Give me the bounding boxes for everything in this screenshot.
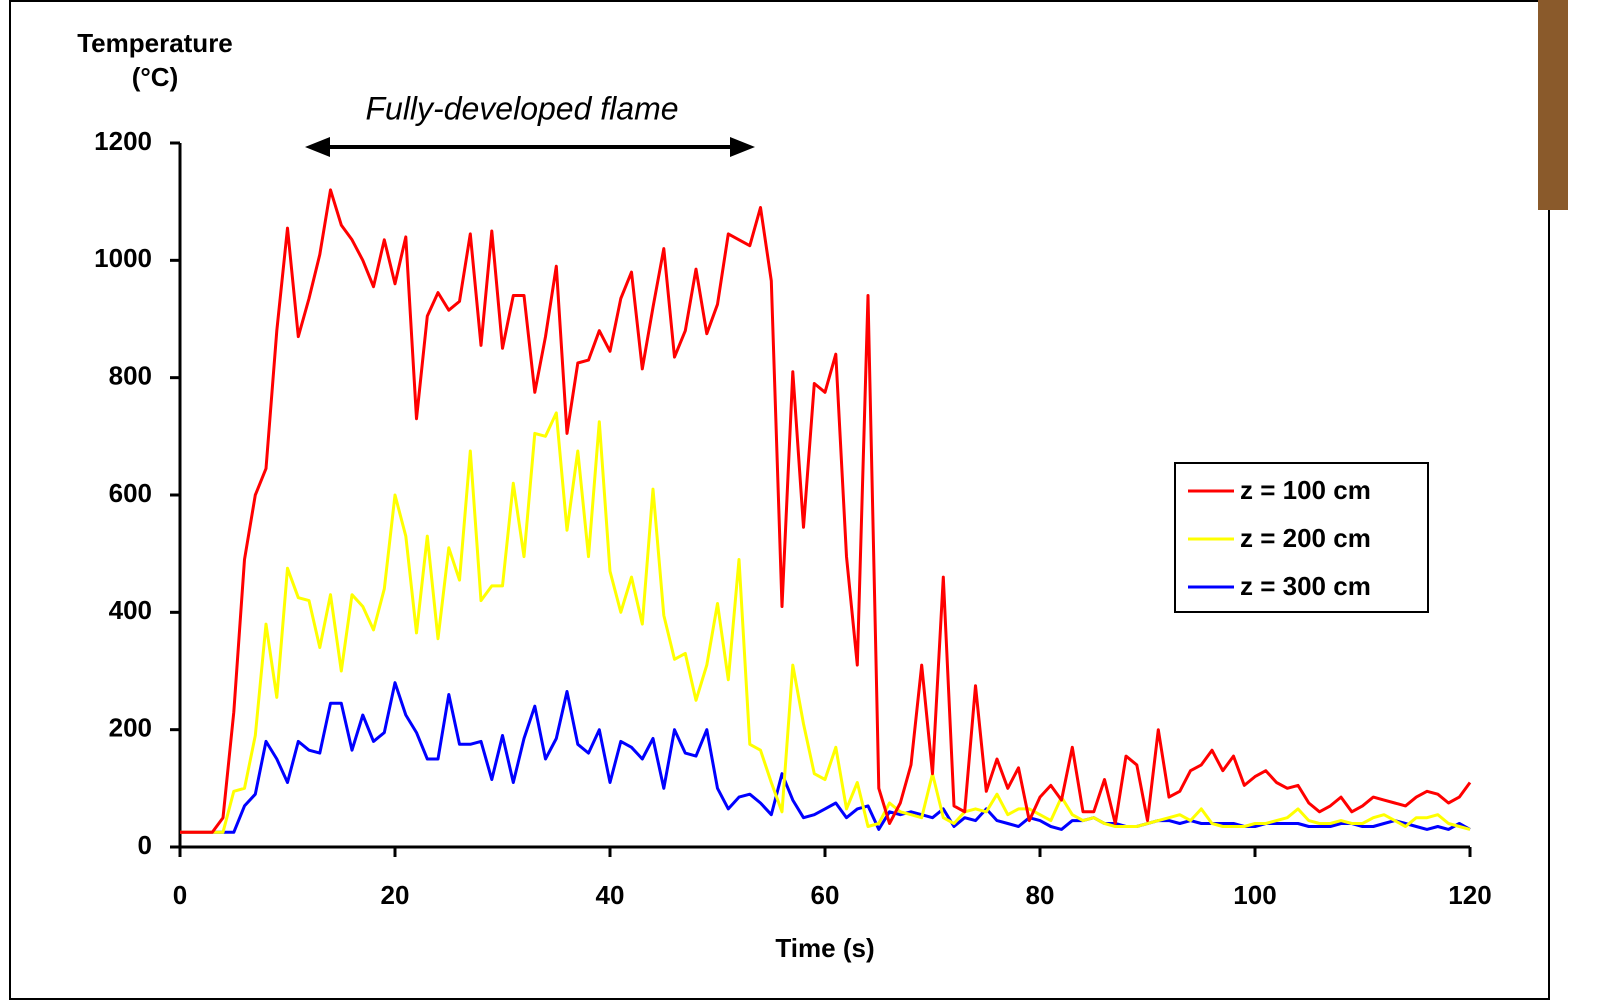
series-line — [180, 681, 1471, 834]
y-axis-title: Temperature (°C) — [77, 28, 233, 92]
x-tick-label: 100 — [1233, 880, 1276, 910]
x-tick-label: 20 — [381, 880, 410, 910]
y-tick-label: 0 — [138, 830, 152, 860]
series-line — [180, 411, 1471, 834]
series-line — [180, 188, 1472, 834]
frame — [9, 0, 1550, 1000]
x-tick-label: 120 — [1448, 880, 1491, 910]
y-tick-label: 800 — [109, 361, 152, 391]
y-tick-label: 200 — [109, 713, 152, 743]
y-tick-label: 1000 — [94, 243, 152, 273]
y-tick-label: 400 — [109, 595, 152, 625]
legend-label: z = 100 cm — [1240, 475, 1371, 505]
y-tick-label: 600 — [109, 478, 152, 508]
photo-edge — [1538, 0, 1568, 210]
annotation-arrow — [305, 137, 755, 157]
x-tick-label: 60 — [811, 880, 840, 910]
legend-label: z = 200 cm — [1240, 523, 1371, 553]
legend-label: z = 300 cm — [1240, 571, 1371, 601]
x-tick-label: 80 — [1026, 880, 1055, 910]
x-tick-label: 40 — [596, 880, 625, 910]
annotation: Fully-developed flame — [365, 90, 678, 126]
y-tick-label: 1200 — [94, 126, 152, 156]
x-tick-label: 0 — [173, 880, 187, 910]
x-axis-title: Time (s) — [775, 933, 874, 963]
